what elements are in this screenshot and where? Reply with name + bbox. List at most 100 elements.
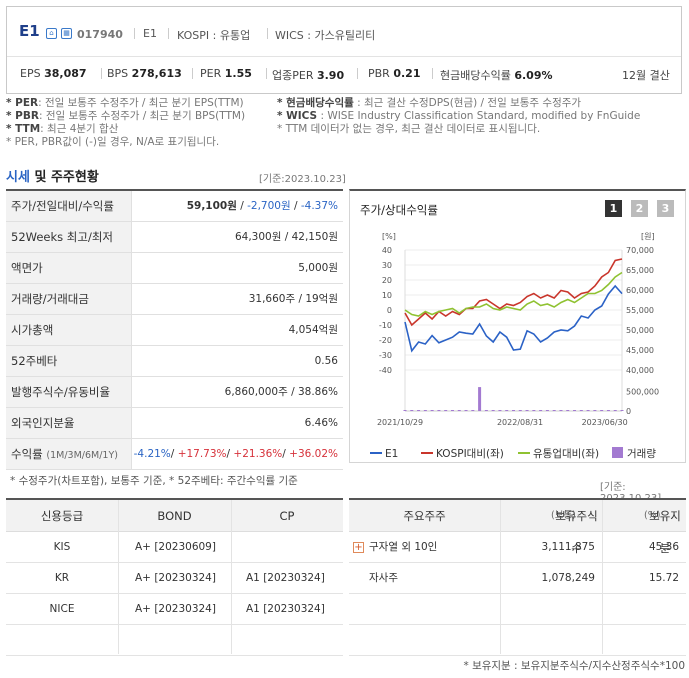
note-ttm-missing: * TTM 데이터가 없는 경우, 최근 결산 데이터로 표시됩니다. <box>277 123 541 135</box>
row-value: 0.56 <box>314 355 338 367</box>
holder-pct: 45.36 <box>648 541 679 553</box>
volume-bar <box>403 410 407 411</box>
table-row <box>349 625 686 656</box>
returns-value: -4.21%/ +17.73%/ +21.36%/ +36.02% <box>133 448 338 460</box>
volume-bar <box>539 410 543 411</box>
volume-bar <box>606 410 610 411</box>
row-label: 외국인지분율 <box>6 408 132 438</box>
table-row: 주가/전일대비/수익률 59,100원 / -2,700원 / -4.37% <box>6 191 343 222</box>
left-tick-label: 10 <box>382 291 392 300</box>
market-footnote: * 수정주가(차트포함), 보통주 기준, * 52주베타: 주간수익률 기준 <box>10 475 298 487</box>
volume-bar <box>620 410 624 411</box>
table-row: 52주베타 0.56 <box>6 346 343 377</box>
note-per: * PER: 전일 보통주 수정주가 / 최근 분기 EPS(TTM) <box>6 97 244 109</box>
home-icon[interactable]: ⌂ <box>46 28 57 39</box>
row-label: 액면가 <box>6 253 132 283</box>
holder-name: 구자열 외 10인 <box>369 541 438 553</box>
table-row: 자사주 1,078,249 15.72 <box>349 563 686 594</box>
table-row: 액면가 5,000원 <box>6 253 343 284</box>
expand-icon[interactable]: + <box>353 542 364 553</box>
volume-bar <box>423 410 427 411</box>
volume-bar <box>498 410 502 411</box>
chart-tab-2[interactable]: 2 <box>631 200 648 217</box>
ticker-name: E1 <box>19 22 40 40</box>
x-tick-label: 2022/08/31 <box>497 418 543 427</box>
row-label: 발행주식수/유동비율 <box>6 377 132 407</box>
note-negative: * PER, PBR값이 (-)일 경우, N/A로 표기됩니다. <box>6 136 220 148</box>
holder-footnote: * 보유지분 : 보유지분주식수/지수산정주식수*100 <box>463 660 685 672</box>
right-tick-label: 70,000 <box>626 246 654 255</box>
volume-bar <box>593 410 597 411</box>
left-axis-unit: [%] <box>382 232 396 241</box>
chart-title: 주가/상대수익률 <box>360 203 438 217</box>
volume-tick-label: 500,000 <box>626 388 659 397</box>
x-tick-label: 2021/10/29 <box>377 418 423 427</box>
row-value: 4,054억원 <box>288 324 338 336</box>
table-row: KIS A+ [20230609] <box>6 532 343 563</box>
row-value: 6.46% <box>304 417 338 429</box>
volume-bar <box>512 410 515 411</box>
section-title: 시세 및 주주현황 <box>6 170 99 185</box>
volume-bar <box>457 410 461 411</box>
row-label: 시가총액 <box>6 315 132 345</box>
right-tick-label: 65,000 <box>626 266 654 275</box>
chart-tab-1[interactable]: 1 <box>605 200 622 217</box>
table-row: 거래량/거래대금 31,660주 / 19억원 <box>6 284 343 315</box>
left-tick-label: -20 <box>379 336 392 345</box>
left-tick-label: -30 <box>379 351 392 360</box>
row-value: 6,860,000주 / 38.86% <box>224 386 338 398</box>
major-shareholders-table: 주요주주 보유주식수 (보통) 보유지분 (%) + 구자열 외 10인 3,111… <box>349 498 686 656</box>
table-row: 외국인지분율 6.46% <box>6 408 343 439</box>
volume-bar <box>450 410 454 411</box>
table-header: 주요주주 보유주식수 (보통) 보유지분 (%) <box>349 500 686 555</box>
volume-bar <box>410 410 414 411</box>
volume-bar <box>478 387 482 411</box>
market-sector: KOSPI : 유통업 <box>177 29 251 42</box>
stat-eps: EPS 38,087 <box>20 67 87 80</box>
volume-bar <box>545 410 549 411</box>
company-name: E1 <box>143 27 157 40</box>
stat-sector-per: 업종PER 3.90 <box>272 69 345 82</box>
volume-bar <box>613 410 617 411</box>
row-value: 59,100원 / -2,700원 / -4.37% <box>186 200 338 212</box>
volume-bar <box>444 410 448 411</box>
volume-tick-label: 0 <box>626 407 631 416</box>
note-wics: * WICS : WISE Industry Classification St… <box>277 110 641 122</box>
legend-swatch <box>612 447 623 458</box>
right-tick-label: 55,000 <box>626 306 654 315</box>
row-value: 31,660주 / 19억원 <box>248 293 338 305</box>
note-dividend: * 현금배당수익률 : 최근 결산 수정DPS(현금) / 전일 보통주 수정주… <box>277 97 582 109</box>
row-label: 거래량/거래대금 <box>6 284 132 314</box>
volume-bar <box>559 410 563 411</box>
fiscal-period: 12월 결산 <box>622 69 670 82</box>
row-label: 주가/전일대비/수익률 <box>6 191 132 221</box>
row-value: 64,300원 / 42,150원 <box>234 231 338 243</box>
volume-bar <box>471 410 475 411</box>
holder-pct: 15.72 <box>648 572 679 584</box>
volume-bar <box>518 410 522 411</box>
row-label: 52Weeks 최고/최저 <box>6 222 132 252</box>
left-tick-label: -10 <box>379 321 392 330</box>
series-line <box>404 258 623 327</box>
volume-bar <box>532 410 536 411</box>
holder-shares: 3,111,875 <box>541 541 595 553</box>
row-label: 수익률 (1M/3M/6M/1Y) <box>6 439 132 469</box>
right-tick-label: 50,000 <box>626 326 654 335</box>
stat-dividend-yield: 현금배당수익률 6.09% <box>440 69 553 82</box>
table-header: 신용등급 BOND CP <box>6 500 343 532</box>
right-tick-label: 60,000 <box>626 286 654 295</box>
table-row[interactable]: + 구자열 외 10인 3,111,875 45.36 <box>349 532 686 563</box>
chart-tab-3[interactable]: 3 <box>657 200 674 217</box>
chart-panel: 주가/상대수익률 1 2 3 [%] [원] 40 30 20 10 0 -10 -20 -30 -… <box>349 189 686 463</box>
table-row: 발행주식수/유동비율 6,860,000주 / 38.86% <box>6 377 343 408</box>
note-pbr: * PBR: 전일 보통주 수정주가 / 최근 분기 BPS(TTM) <box>6 110 246 122</box>
volume-bar <box>417 410 421 411</box>
market-date: [기준:2023.10.23] <box>259 174 346 185</box>
volume-bar <box>484 410 488 411</box>
series-line <box>404 284 623 353</box>
wics-sector: WICS : 가스유틸리티 <box>275 29 376 42</box>
building-icon[interactable]: ▦ <box>61 28 72 39</box>
right-axis-unit: [원] <box>641 232 655 241</box>
volume-bar <box>579 410 583 411</box>
market-table: 주가/전일대비/수익률 59,100원 / -2,700원 / -4.37% 5… <box>6 189 343 470</box>
